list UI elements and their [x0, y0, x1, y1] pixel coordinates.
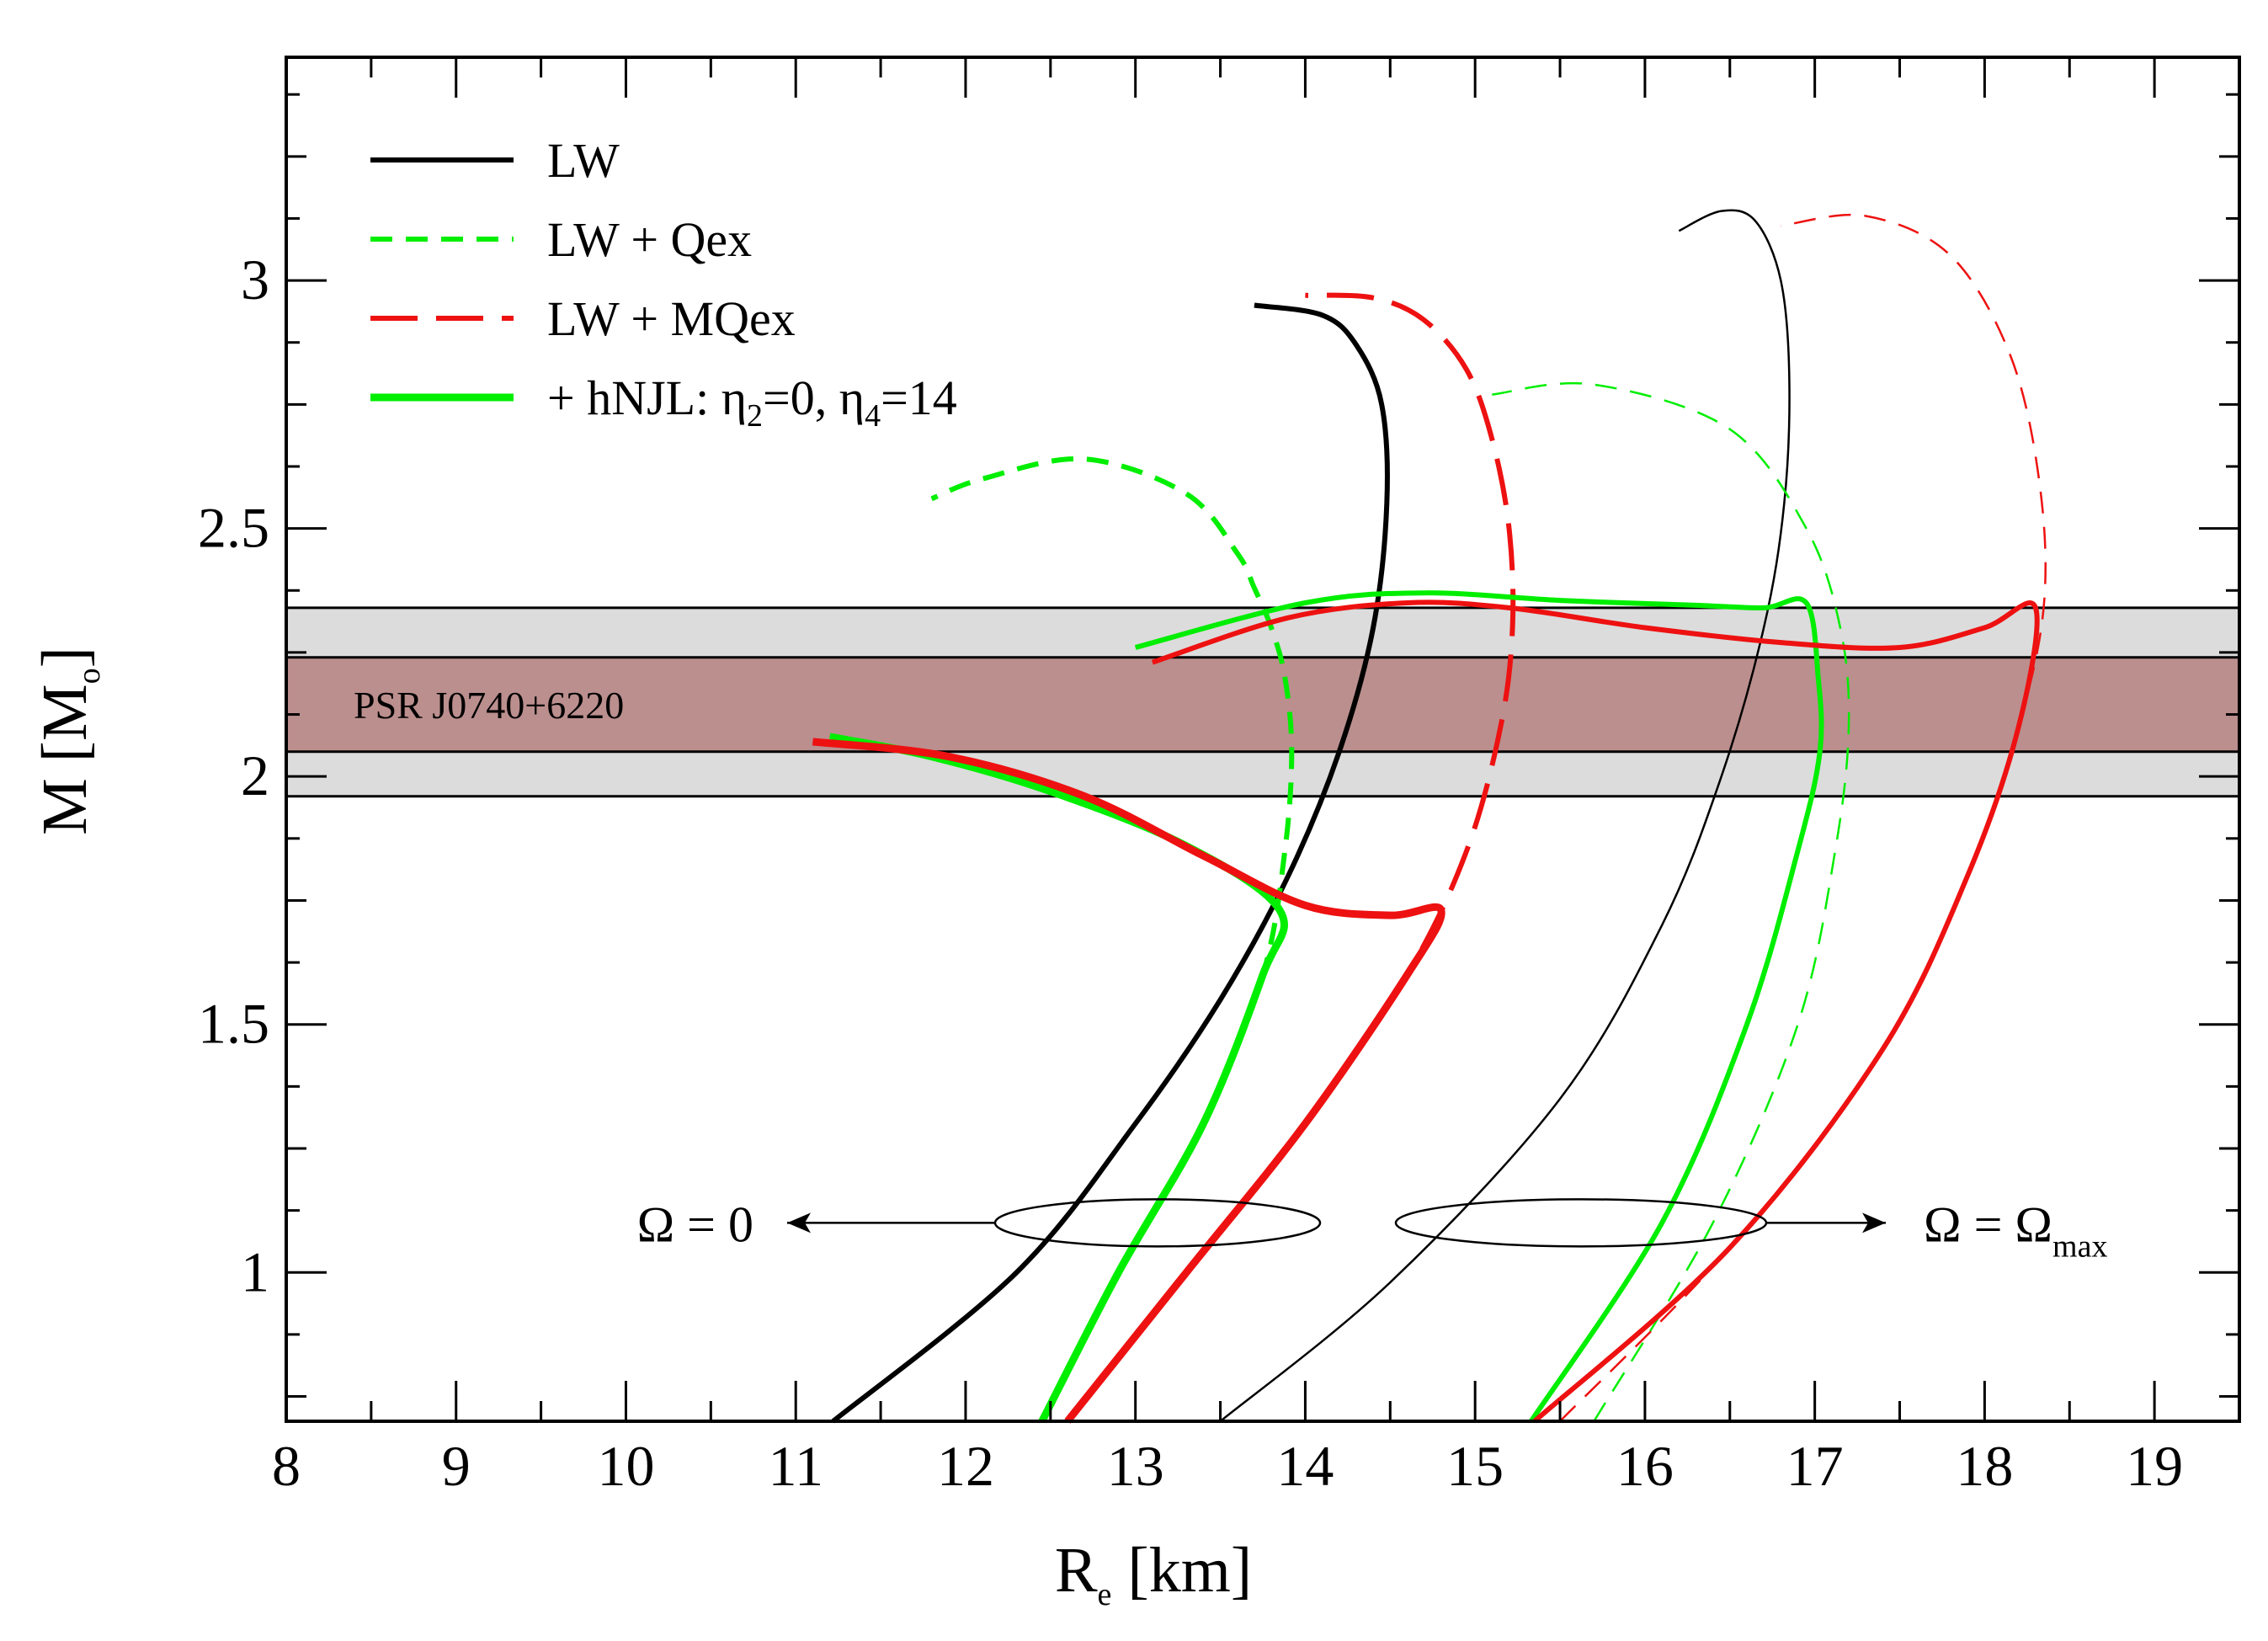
series-line-6	[1492, 381, 1850, 1422]
psr-band-label: PSR J0740+6220	[354, 684, 624, 727]
series-line-9	[1151, 599, 2040, 1424]
omega0-label: Ω = 0	[637, 1196, 753, 1252]
y-tick-label: 2	[241, 743, 269, 807]
omega0-arrow-head	[787, 1212, 811, 1233]
series-line-3	[828, 733, 1288, 1424]
x-tick-label: 11	[768, 1434, 823, 1498]
x-tick-label: 14	[1276, 1434, 1334, 1498]
legend: LW LW + Qex LW + MQex + hNJL: η2=0, η4=14	[370, 133, 957, 434]
legend-label-qex: LW + Qex	[547, 212, 752, 267]
omegamax-arrow-head	[1862, 1212, 1886, 1233]
x-tick-label: 17	[1786, 1434, 1844, 1498]
x-tick-label: 9	[442, 1434, 471, 1498]
omegamax-label: Ω = Ωmax	[1924, 1196, 2107, 1264]
y-tick-label: 1	[241, 1239, 269, 1303]
series-layer	[812, 209, 2047, 1424]
annotation-layer: Ω = 0 Ω = Ωmax	[637, 1196, 2108, 1264]
legend-label-hnjl: + hNJL: η2=0, η4=14	[547, 370, 957, 434]
x-tick-label: 16	[1616, 1434, 1674, 1498]
legend-label-part: =0, η	[763, 370, 865, 425]
series-line-4	[812, 738, 1445, 1424]
legend-label-part: + hNJL: η	[547, 370, 747, 425]
series-line-0	[831, 302, 1390, 1424]
plot-frame	[285, 56, 2241, 1423]
series-line-5	[1219, 209, 1791, 1422]
x-tick-label: 10	[597, 1434, 654, 1498]
omegamax-label-sub: max	[2052, 1228, 2107, 1264]
psr-band-inner	[286, 657, 2239, 752]
legend-label-sub: 4	[865, 398, 881, 434]
y-axis-title: M [Mo]	[29, 647, 107, 835]
x-axis-title: Re [km]	[1055, 1535, 1252, 1612]
psr-band-layer: PSR J0740+6220	[286, 606, 2239, 798]
legend-label-lw: LW	[547, 133, 620, 188]
y-tick-label: 2.5	[198, 496, 269, 560]
x-tick-label: 13	[1107, 1434, 1164, 1498]
x-tick-label: 19	[2126, 1434, 2183, 1498]
legend-label-mqex: LW + MQex	[547, 291, 796, 346]
y-tick-label: 1.5	[198, 992, 269, 1056]
axis-ticks: 8 9 10 11 12 13 14 15 16 17 18 19 1 1.5 2 2.5 3	[198, 57, 2241, 1498]
series-line-8	[1134, 590, 1824, 1423]
legend-label-sub: 2	[747, 398, 763, 434]
omegamax-label-main: Ω = Ω	[1924, 1196, 2052, 1252]
x-tick-label: 18	[1956, 1434, 2013, 1498]
x-tick-label: 12	[937, 1434, 994, 1498]
x-tick-label: 15	[1446, 1434, 1504, 1498]
y-tick-label: 3	[241, 248, 269, 312]
legend-label-part: =14	[881, 370, 957, 425]
x-tick-label: 8	[272, 1434, 301, 1498]
